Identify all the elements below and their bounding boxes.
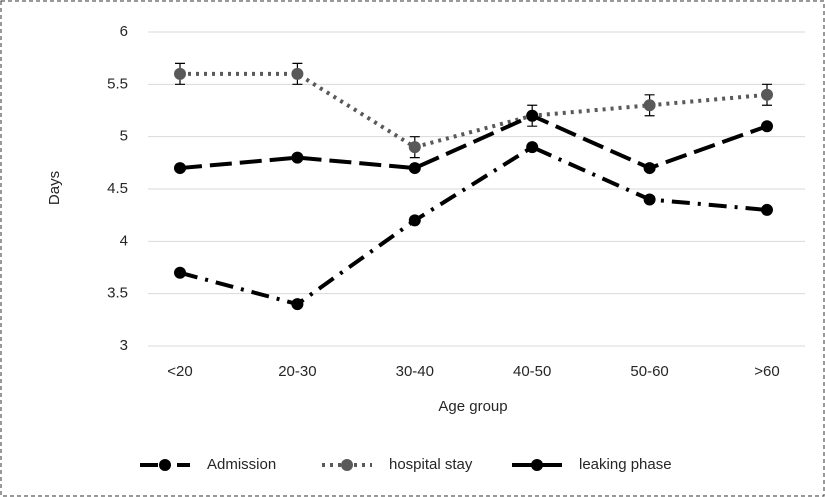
x-tick-label: >60 (754, 363, 779, 380)
data-point (761, 120, 773, 133)
data-point (643, 193, 656, 206)
data-point (526, 141, 539, 154)
y-tick-label: 5 (120, 128, 128, 145)
data-point (643, 162, 656, 175)
y-axis-title: Days (46, 171, 63, 205)
data-point (526, 109, 539, 122)
legend-label: Admission (207, 456, 276, 473)
x-tick-label: 20-30 (278, 363, 316, 380)
y-tick-label: 3 (120, 337, 128, 354)
legend-marker (159, 459, 171, 471)
y-tick-label: 6 (120, 23, 128, 40)
data-point (408, 162, 421, 175)
legend-label: hospital stay (389, 456, 473, 473)
y-tick-label: 3.5 (107, 285, 128, 302)
data-point (291, 298, 304, 311)
x-tick-label: 50-60 (630, 363, 668, 380)
data-point (761, 88, 773, 101)
y-tick-label: 4.5 (107, 180, 128, 197)
series-line (180, 71, 768, 150)
x-tick-label: 30-40 (396, 363, 434, 380)
legend-marker (341, 459, 353, 471)
data-point (408, 214, 421, 227)
data-point (291, 67, 304, 80)
legend-label: leaking phase (579, 456, 672, 473)
x-tick-label: <20 (167, 363, 192, 380)
y-tick-label: 5.5 (107, 75, 128, 92)
x-tick-label: 40-50 (513, 363, 551, 380)
data-point (761, 203, 773, 216)
data-point (174, 162, 186, 175)
data-point (174, 67, 186, 80)
y-tick-label: 4 (120, 232, 128, 249)
series-line (179, 113, 768, 171)
data-point (408, 141, 421, 154)
data-point (174, 266, 186, 279)
data-point (291, 151, 304, 164)
series-line (179, 144, 768, 307)
x-axis-title: Age group (438, 398, 507, 415)
legend-marker (531, 459, 543, 471)
data-point (643, 99, 656, 112)
